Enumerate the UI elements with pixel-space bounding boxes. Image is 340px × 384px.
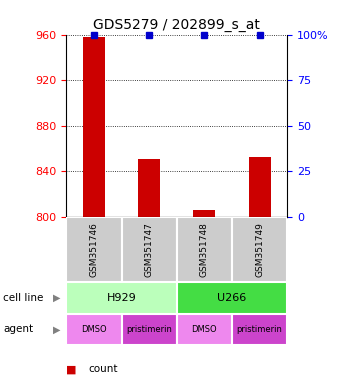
Bar — [177, 217, 232, 282]
Text: GSM351749: GSM351749 — [255, 222, 264, 277]
Bar — [66, 314, 122, 345]
Text: ▶: ▶ — [53, 293, 60, 303]
Bar — [138, 159, 160, 217]
Text: agent: agent — [3, 324, 34, 334]
Text: pristimerin: pristimerin — [237, 325, 283, 334]
Bar — [177, 282, 287, 314]
Text: ▶: ▶ — [53, 324, 60, 334]
Bar — [66, 217, 122, 282]
Text: H929: H929 — [107, 293, 136, 303]
Bar — [83, 37, 105, 217]
Bar — [249, 157, 271, 217]
Text: ■: ■ — [66, 364, 77, 374]
Text: GSM351747: GSM351747 — [145, 222, 154, 277]
Text: DMSO: DMSO — [192, 325, 217, 334]
Text: DMSO: DMSO — [81, 325, 107, 334]
Bar — [232, 314, 287, 345]
Text: count: count — [88, 364, 118, 374]
Bar — [177, 314, 232, 345]
Title: GDS5279 / 202899_s_at: GDS5279 / 202899_s_at — [94, 18, 260, 32]
Text: GSM351748: GSM351748 — [200, 222, 209, 277]
Text: cell line: cell line — [3, 293, 44, 303]
Bar — [66, 282, 177, 314]
Text: pristimerin: pristimerin — [126, 325, 172, 334]
Bar — [122, 217, 177, 282]
Text: U266: U266 — [217, 293, 247, 303]
Text: GSM351746: GSM351746 — [89, 222, 98, 277]
Bar — [193, 210, 216, 217]
Bar — [232, 217, 287, 282]
Bar — [122, 314, 177, 345]
